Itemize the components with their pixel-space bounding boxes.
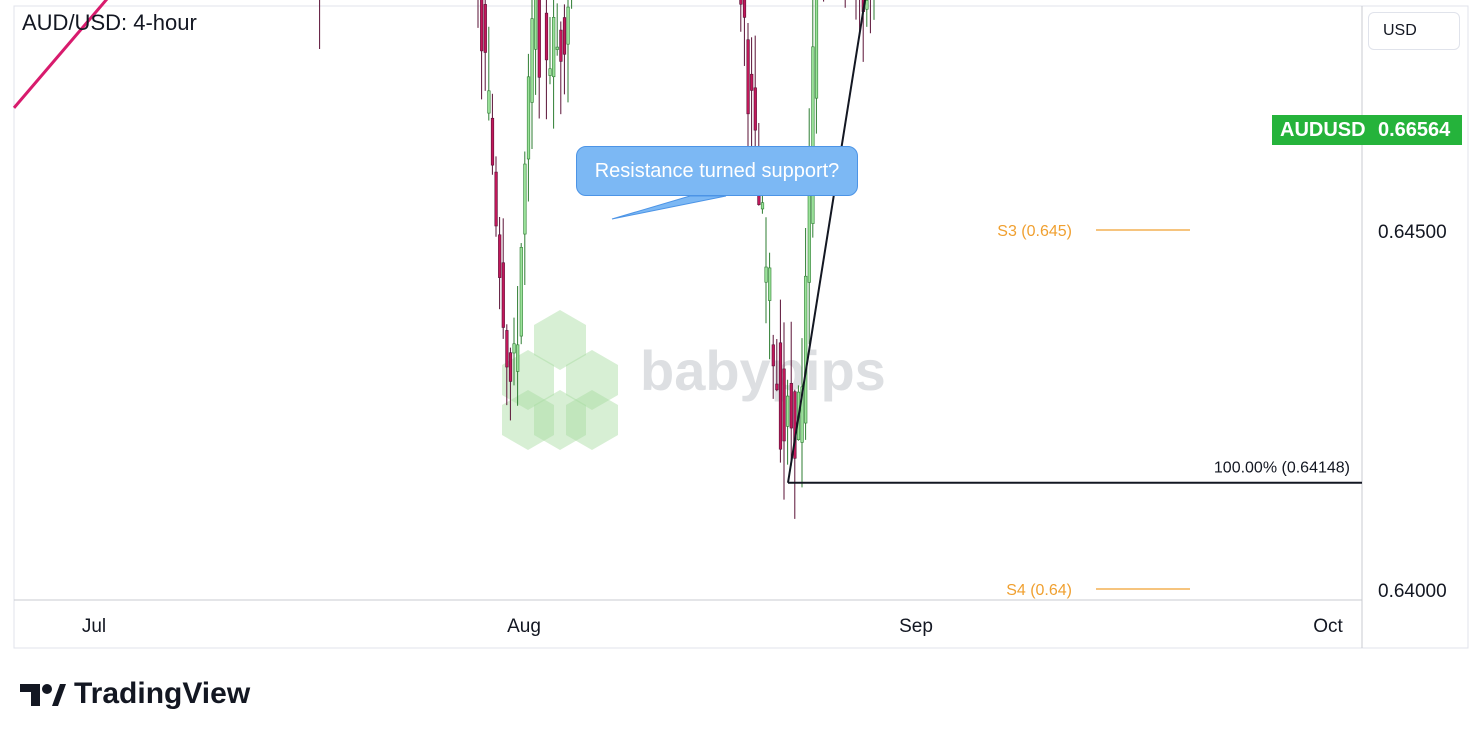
- candle: [753, 87, 757, 131]
- candle: [566, 6, 570, 45]
- candle: [739, 0, 743, 5]
- candle: [552, 17, 556, 78]
- candle: [534, 0, 538, 50]
- x-tick-label: Jul: [82, 616, 106, 637]
- watermark-cube: [566, 350, 618, 410]
- candle: [555, 46, 559, 50]
- candle: [768, 267, 772, 301]
- candle: [764, 266, 768, 283]
- chart-title: AUD/USD: 4-hour: [22, 10, 197, 35]
- candle: [742, 0, 747, 18]
- watermark-cube: [502, 390, 554, 450]
- pivot-label: S3 (0.645): [997, 223, 1072, 240]
- candle: [544, 12, 549, 61]
- candle: [487, 90, 491, 114]
- callout-pointer: [611, 195, 727, 220]
- candle: [490, 117, 495, 166]
- candle: [746, 39, 750, 115]
- y-tick-label: 0.64000: [1378, 581, 1447, 602]
- candle: [505, 330, 509, 368]
- candle: [804, 275, 808, 424]
- candle: [775, 383, 779, 391]
- candle: [789, 383, 793, 429]
- candle: [530, 18, 534, 103]
- currency-button[interactable]: USD: [1368, 12, 1460, 50]
- fib-level-label: 100.00% (0.64148): [1214, 460, 1350, 477]
- candle: [562, 17, 567, 55]
- candle: [814, 0, 819, 99]
- candle: [508, 352, 513, 382]
- tradingview-wordmark: TradingView: [74, 677, 251, 710]
- x-tick-label: Sep: [899, 616, 933, 637]
- candle: [778, 342, 783, 450]
- candle: [548, 68, 552, 76]
- candle: [760, 202, 765, 210]
- watermark-cube: [534, 390, 586, 450]
- x-tick-label: Aug: [507, 616, 541, 637]
- watermark-cube: [566, 390, 618, 450]
- candle: [786, 395, 790, 427]
- candle: [771, 344, 775, 367]
- resistance-callout: Resistance turned support?: [576, 146, 858, 196]
- candle: [483, 4, 487, 53]
- y-tick-label: 0.64500: [1378, 222, 1447, 243]
- watermark-cube: [502, 350, 554, 410]
- candle: [537, 0, 541, 78]
- candle: [526, 76, 531, 160]
- candle: [512, 343, 516, 354]
- candle: [501, 262, 505, 328]
- candle: [865, 0, 869, 10]
- x-tick-label: Oct: [1313, 616, 1343, 637]
- tradingview-icon: [20, 684, 66, 706]
- watermark-text: babypips: [640, 339, 886, 402]
- chart-frame: [13, 5, 1469, 649]
- price-tag-value: 0.66564: [1378, 119, 1451, 141]
- candle: [559, 29, 563, 62]
- price-tag-symbol: AUDUSD: [1280, 119, 1366, 141]
- candle: [516, 344, 520, 372]
- candle: [519, 247, 523, 337]
- candle: [498, 234, 502, 278]
- tradingview-logo[interactable]: TradingView: [18, 676, 250, 712]
- candle: [523, 163, 527, 235]
- watermark-cube: [534, 310, 586, 370]
- candle: [800, 386, 804, 443]
- pivot-label: S4 (0.64): [1006, 582, 1072, 599]
- candle: [811, 46, 815, 224]
- candle: [494, 171, 498, 227]
- candle: [480, 0, 484, 52]
- last-price-tag: AUDUSD 0.66564: [1272, 115, 1462, 145]
- candle: [782, 368, 786, 442]
- trendline: [787, 0, 866, 483]
- candle: [750, 73, 754, 91]
